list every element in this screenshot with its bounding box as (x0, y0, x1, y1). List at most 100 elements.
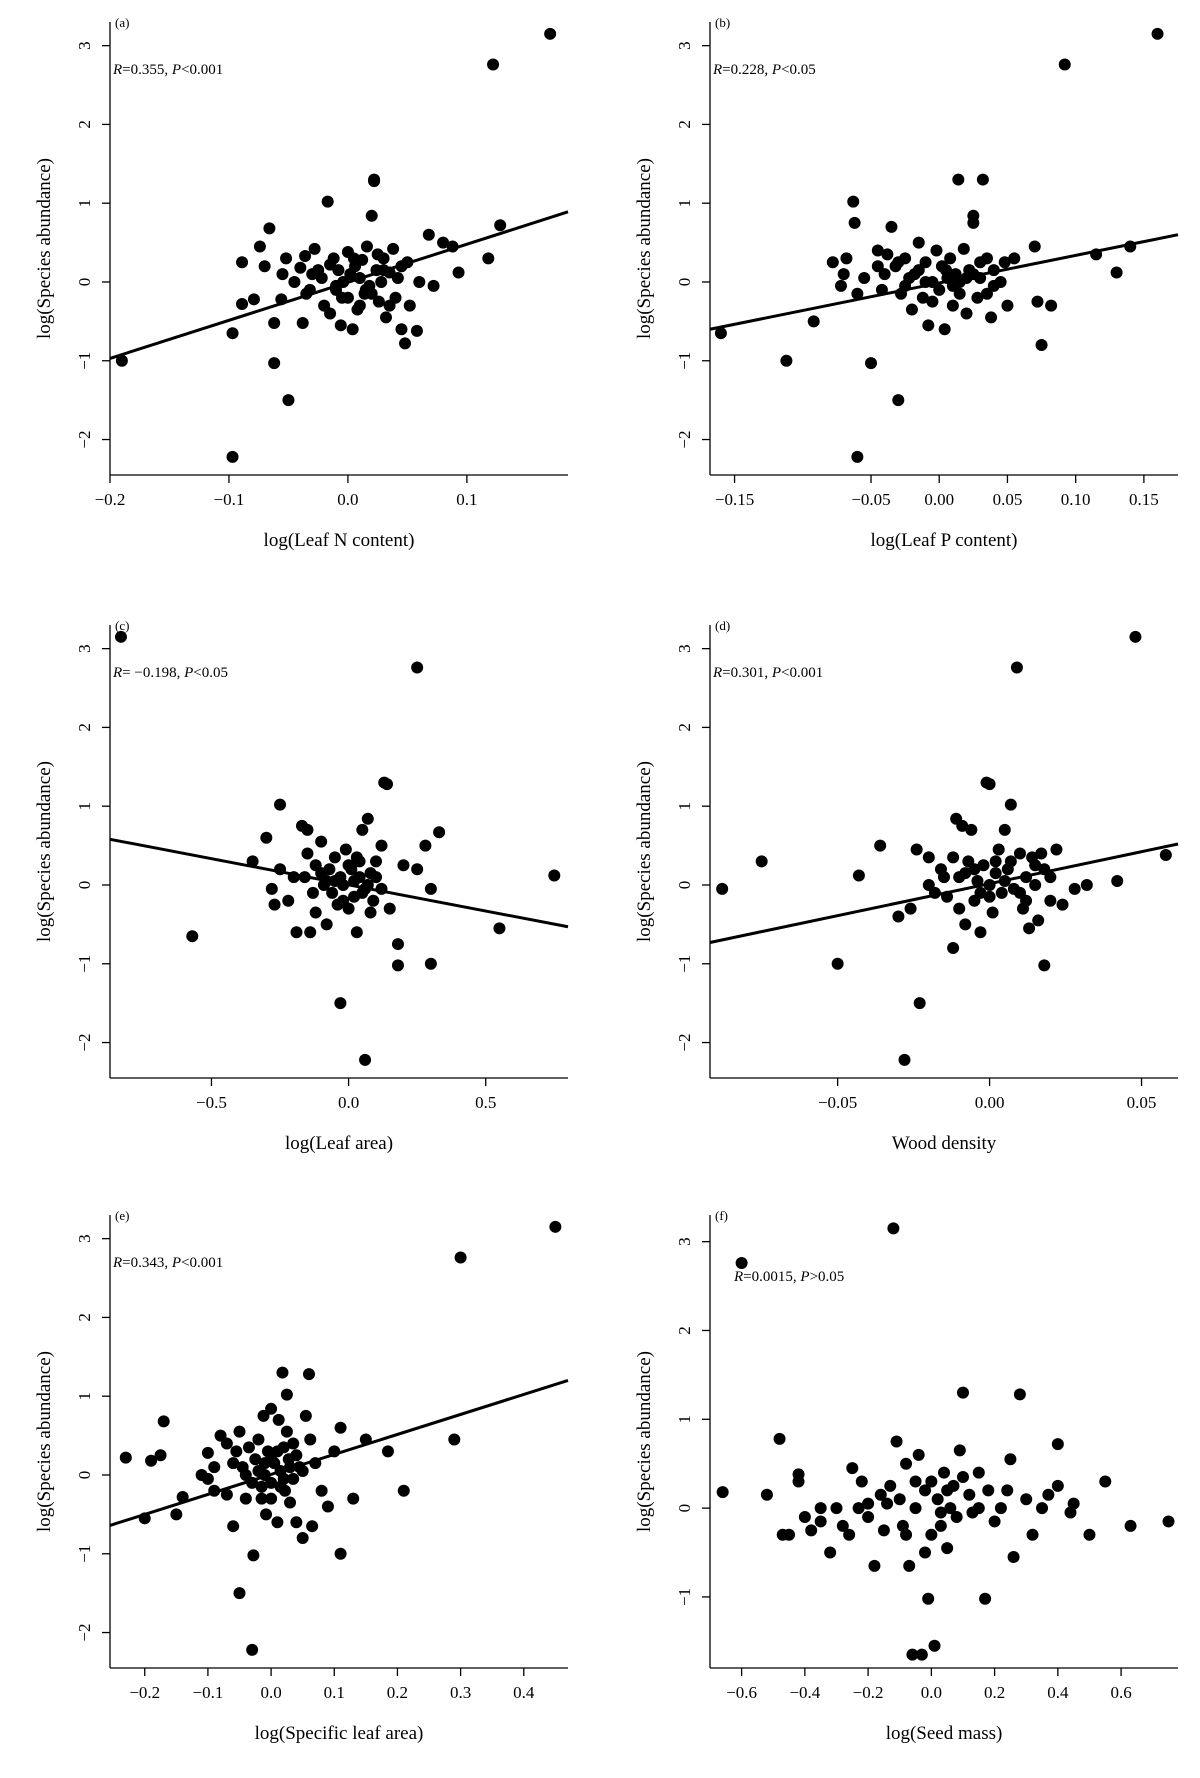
data-point (1044, 894, 1057, 907)
data-point (735, 1256, 748, 1269)
data-point (356, 823, 369, 836)
x-tick-label: 0.2 (387, 1683, 408, 1702)
y-tick-label: −1 (675, 352, 694, 370)
y-tick-label: 0 (75, 1471, 94, 1480)
y-tick-label: 0 (675, 278, 694, 287)
data-point (274, 863, 287, 876)
stat-r-symbol: R (733, 1269, 743, 1285)
data-point (922, 878, 935, 891)
data-point (220, 1488, 233, 1501)
x-tick-label: −0.6 (726, 1683, 757, 1702)
y-tick-label: 2 (675, 723, 694, 732)
data-point (288, 275, 301, 288)
x-tick-label: 0.4 (1047, 1683, 1069, 1702)
stat-p-value: <0.001 (181, 62, 223, 78)
data-point (360, 240, 373, 253)
data-point (265, 882, 278, 895)
data-point (391, 272, 404, 285)
data-point (493, 922, 506, 935)
data-point (946, 299, 959, 312)
stat-r-value: = −0.198, (122, 665, 184, 681)
data-point (284, 1496, 297, 1509)
x-axis-title: log(Seed mass) (886, 1723, 1003, 1744)
data-point (383, 902, 396, 915)
data-point (716, 1486, 729, 1499)
data-point (840, 252, 853, 265)
data-point (397, 859, 410, 872)
data-point (287, 1437, 300, 1450)
data-point (287, 1472, 300, 1485)
data-point (265, 1402, 278, 1415)
data-point (834, 279, 847, 292)
data-point (890, 1435, 903, 1448)
data-point (995, 886, 1008, 899)
data-point (114, 630, 127, 643)
data-point (916, 291, 929, 304)
stat-p-value: <0.001 (781, 665, 823, 681)
data-point (843, 1528, 856, 1541)
data-point (1129, 630, 1142, 643)
x-tick-label: 0.05 (993, 490, 1023, 509)
data-point (246, 855, 259, 868)
data-point (967, 216, 980, 229)
y-tick-label: −2 (675, 431, 694, 449)
data-point (176, 1491, 189, 1504)
panel-label: (d) (715, 618, 730, 633)
data-point (1004, 855, 1017, 868)
data-point (989, 867, 1002, 880)
data-point (258, 1457, 271, 1470)
y-axis-title: log(Species abundance) (34, 158, 55, 339)
data-point (170, 1508, 183, 1521)
stat-annotation: R=0.0015, P>0.05 (733, 1269, 844, 1285)
data-point (956, 819, 969, 832)
data-point (321, 1500, 334, 1513)
y-tick-label: −1 (75, 955, 94, 973)
data-point (246, 1643, 259, 1656)
data-point (383, 299, 396, 312)
data-point (342, 859, 355, 872)
data-point (226, 327, 239, 340)
data-point (239, 1492, 252, 1505)
data-point (387, 242, 400, 255)
data-point (433, 826, 446, 839)
data-point (874, 839, 887, 852)
data-point (928, 1639, 941, 1652)
data-point (1099, 1475, 1112, 1488)
data-point (298, 871, 311, 884)
data-point (906, 1648, 919, 1661)
data-point (855, 1475, 868, 1488)
data-point (326, 886, 339, 899)
data-point (956, 1471, 969, 1484)
data-point (1007, 1550, 1020, 1563)
stat-r-value: =0.355, (122, 62, 172, 78)
data-point (115, 354, 128, 367)
data-point (403, 299, 416, 312)
y-tick-label: 1 (675, 1415, 694, 1424)
data-point (971, 875, 984, 888)
data-point (852, 869, 865, 882)
data-point (852, 1502, 865, 1515)
data-point (919, 275, 932, 288)
panel-label: (b) (715, 15, 730, 30)
data-point (253, 240, 266, 253)
data-point (1004, 798, 1017, 811)
data-point (926, 295, 939, 308)
y-tick-label: −1 (75, 352, 94, 370)
stat-r-value: =0.301, (722, 665, 772, 681)
data-point (306, 886, 319, 899)
data-point (321, 195, 334, 208)
data-point (275, 293, 288, 306)
data-point (1029, 878, 1042, 891)
data-point (263, 222, 276, 235)
data-point (315, 1484, 328, 1497)
data-point (998, 823, 1011, 836)
data-point (328, 851, 341, 864)
data-point (411, 661, 424, 674)
data-point (419, 839, 432, 852)
data-point (330, 279, 343, 292)
data-point (851, 287, 864, 300)
data-point (367, 894, 380, 907)
data-point (875, 283, 888, 296)
data-point (987, 264, 1000, 277)
